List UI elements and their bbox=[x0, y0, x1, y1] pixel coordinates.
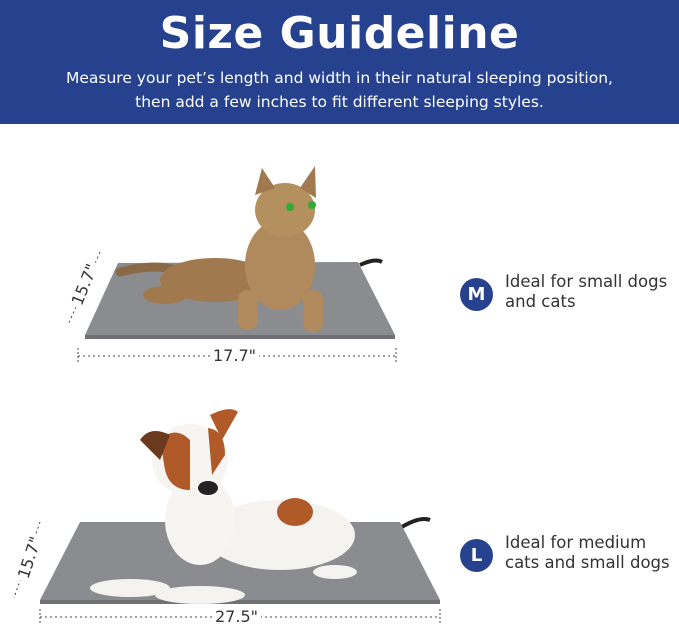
size-badge-m: M bbox=[460, 278, 493, 311]
size-description-l: Ideal for medium cats and small dogs bbox=[505, 533, 670, 573]
size-description-m: Ideal for small dogs and cats bbox=[505, 272, 667, 312]
desc-line-2: cats and small dogs bbox=[505, 553, 670, 572]
cat-image bbox=[115, 166, 323, 332]
subtitle-line-2: then add a few inches to fit different s… bbox=[135, 93, 544, 111]
length-label-medium: 17.7" bbox=[210, 346, 259, 365]
dog-image bbox=[90, 409, 357, 604]
size-badge-l: L bbox=[460, 539, 493, 572]
length-label-large: 27.5" bbox=[212, 607, 261, 626]
desc-line-1: Ideal for medium bbox=[505, 533, 647, 552]
page-title: Size Guideline bbox=[159, 8, 520, 59]
page-subtitle: Measure your pet’s length and width in t… bbox=[0, 66, 679, 114]
subtitle-line-1: Measure your pet’s length and width in t… bbox=[66, 69, 613, 87]
desc-line-1: Ideal for small dogs bbox=[505, 272, 668, 291]
header-banner: Size Guideline Measure your pet’s length… bbox=[0, 0, 679, 124]
desc-line-2: and cats bbox=[505, 292, 576, 311]
